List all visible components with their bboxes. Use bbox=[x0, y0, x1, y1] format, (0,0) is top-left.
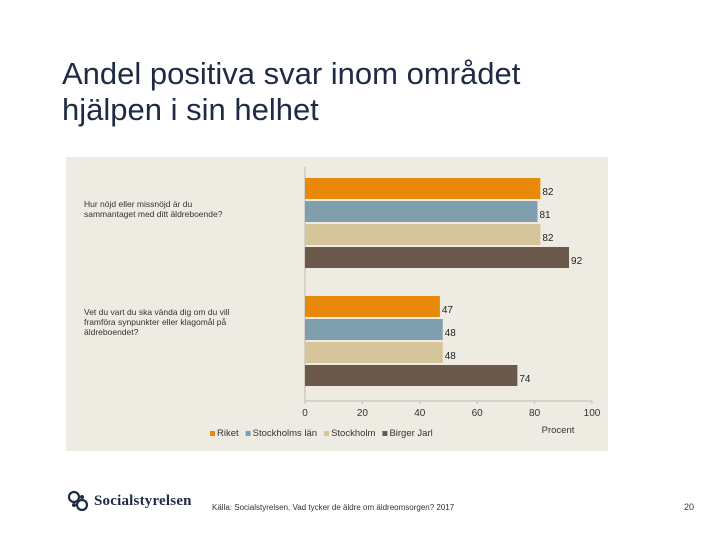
value-label: 74 bbox=[519, 374, 531, 385]
category-label: äldreboendet? bbox=[84, 327, 139, 337]
bar-1-birger-jarl bbox=[305, 247, 570, 268]
category-label: sammantaget med ditt äldreboende? bbox=[84, 209, 223, 219]
bar-2-stockholm bbox=[305, 342, 443, 363]
category-label: framföra synpunkter eller klagomål på bbox=[84, 317, 226, 327]
category-label: Hur nöjd eller missnöjd är du bbox=[84, 199, 192, 209]
bar-2-riket bbox=[305, 296, 440, 317]
legend-swatch bbox=[245, 431, 251, 436]
chart-panel: 82 81 82 92 Hur nöjd eller missnöjd är du sam… bbox=[66, 157, 608, 451]
slide-title: Andel positiva svar inom området hjälpen… bbox=[62, 56, 682, 128]
value-label: 82 bbox=[542, 233, 554, 244]
logo-text: Socialstyrelsen bbox=[94, 492, 192, 509]
value-label: 81 bbox=[539, 210, 551, 221]
value-label: 82 bbox=[542, 187, 554, 198]
legend-label: Stockholms län bbox=[253, 428, 317, 439]
bar-2-stockholms-län bbox=[305, 319, 443, 340]
value-label: 92 bbox=[571, 256, 583, 267]
bar-1-riket bbox=[305, 178, 541, 199]
logo-mark-icon bbox=[67, 490, 89, 512]
legend-label: Riket bbox=[217, 428, 239, 439]
category-label: Vet du vart du ska vända dig om du vill bbox=[84, 307, 230, 317]
legend-swatch bbox=[324, 431, 330, 436]
page-number: 20 bbox=[684, 502, 695, 512]
x-axis-title: Procent bbox=[542, 425, 575, 436]
legend-swatch bbox=[210, 431, 215, 436]
x-tick-label: 80 bbox=[529, 408, 541, 419]
legend-label: Birger Jarl bbox=[389, 428, 432, 439]
value-label: 48 bbox=[445, 328, 457, 339]
bar-1-stockholm bbox=[305, 224, 541, 245]
x-tick-label: 0 bbox=[302, 408, 308, 419]
value-label: 48 bbox=[445, 351, 457, 362]
title-line-2: hjälpen i sin helhet bbox=[62, 92, 319, 127]
legend-label: Stockholm bbox=[331, 428, 375, 439]
bar-chart: 82 81 82 92 Hur nöjd eller missnöjd är dusam… bbox=[84, 167, 601, 439]
legend-swatch bbox=[382, 431, 388, 436]
value-label: 47 bbox=[442, 305, 454, 316]
x-tick-label: 60 bbox=[472, 408, 484, 419]
source-note: Källa: Socialstyrelsen, Vad tycker de äl… bbox=[212, 503, 455, 512]
bar-1-stockholms-län bbox=[305, 201, 538, 222]
x-tick-label: 40 bbox=[414, 408, 426, 419]
x-tick-label: 100 bbox=[584, 408, 601, 419]
bar-2-birger-jarl bbox=[305, 365, 518, 386]
socialstyrelsen-logo: Socialstyrelsen bbox=[66, 487, 192, 515]
x-tick-label: 20 bbox=[357, 408, 369, 419]
title-line-1: Andel positiva svar inom området bbox=[62, 56, 521, 91]
